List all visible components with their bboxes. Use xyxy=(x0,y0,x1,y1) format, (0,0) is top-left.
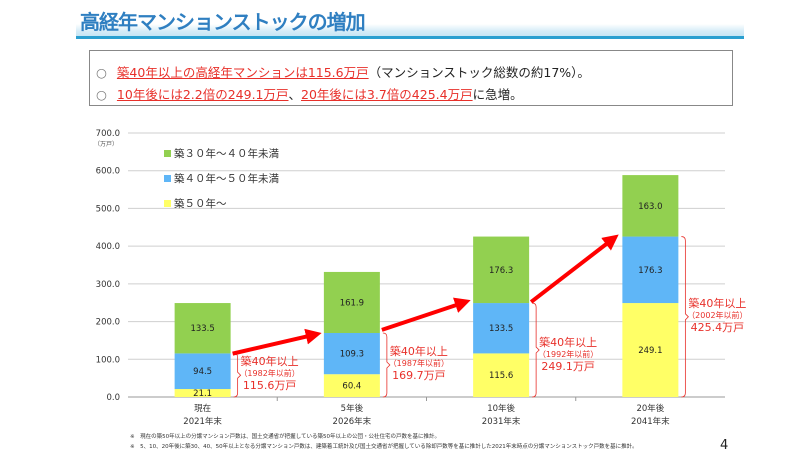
annotation-years: （1987年以前） xyxy=(389,358,449,368)
bar-segment xyxy=(622,236,679,304)
trend-arrow xyxy=(232,328,322,356)
footnote-1: ※ 現在の築50年以上の分譲マンション戸数は、国土交通省が把握している築50年以… xyxy=(130,434,440,440)
bar-segment xyxy=(473,236,530,304)
x-tick-label: 2026年末 xyxy=(333,416,372,427)
y-tick-label: 500.0 xyxy=(96,204,120,214)
bullet-icon: ○ xyxy=(96,65,107,80)
bar-segment xyxy=(473,303,530,354)
x-tick-label: 5年後 xyxy=(341,403,364,414)
data-label: 133.5 xyxy=(489,324,513,334)
annotation-years: （1982年以前） xyxy=(239,368,299,378)
bar-segment xyxy=(323,374,380,397)
legend-swatch xyxy=(164,200,171,207)
bar-segment xyxy=(174,353,231,390)
data-label: 115.6 xyxy=(489,371,513,381)
data-label: 249.1 xyxy=(638,346,662,356)
x-tick-label: 2041年末 xyxy=(631,416,670,427)
summary-highlight: 築40年以上の高経年マンションは115.6万戸 xyxy=(116,65,369,80)
data-label: 163.0 xyxy=(638,202,662,212)
data-label: 94.5 xyxy=(193,367,212,377)
legend-label: 築５０年～ xyxy=(174,197,227,210)
legend-label: 築３０年～４０年未満 xyxy=(174,147,279,160)
summary-highlight: 10年後には2.2倍の249.1万戸 xyxy=(116,87,289,102)
trend-arrow xyxy=(529,234,619,304)
y-tick-label: 700.0 xyxy=(96,129,120,139)
data-label: 60.4 xyxy=(342,382,361,392)
bar-segment xyxy=(473,353,530,397)
bracket xyxy=(382,332,391,398)
x-tick-label: 10年後 xyxy=(487,403,515,414)
data-label: 161.9 xyxy=(340,298,364,308)
annotation-value: 249.1万戸 xyxy=(541,360,595,373)
data-label: 21.1 xyxy=(193,389,212,399)
footnote-2: ※ 5、10、20年後に築30、40、50年以上となる分譲マンション戸数は、建築… xyxy=(130,444,638,450)
summary-text: （マンションストック総数の約17%）。 xyxy=(368,65,590,80)
x-tick-label: 2031年末 xyxy=(482,416,521,427)
bar-segment xyxy=(622,303,679,397)
bar-segment xyxy=(323,332,380,375)
summary-text: 、 xyxy=(288,87,302,102)
bar-segment xyxy=(622,175,679,237)
summary-highlight: 20年後には3.7倍の425.4万戸 xyxy=(301,87,473,102)
y-tick-label: 200.0 xyxy=(96,318,120,328)
data-label: 133.5 xyxy=(190,324,214,334)
y-tick-label: 600.0 xyxy=(96,167,120,177)
page-title: 高経年マンションストックの増加 xyxy=(80,10,366,34)
y-unit-label: （万戸） xyxy=(94,141,118,148)
legend-swatch xyxy=(164,175,171,182)
annotation-label: 築40年以上 xyxy=(241,354,299,368)
annotation-label: 築40年以上 xyxy=(688,296,746,310)
annotation-value: 115.6万戸 xyxy=(243,379,297,392)
y-tick-label: 100.0 xyxy=(96,355,120,365)
annotation-value: 425.4万戸 xyxy=(691,321,745,334)
summary-text: に急増。 xyxy=(472,87,523,102)
bracket xyxy=(532,302,540,398)
data-label: 176.3 xyxy=(638,266,662,276)
bar-segment xyxy=(323,271,380,333)
legend-label: 築４０年～５０年未満 xyxy=(174,172,279,185)
title-underline-band xyxy=(76,24,744,38)
data-label: 176.3 xyxy=(489,266,513,276)
title-underline xyxy=(76,36,744,39)
y-tick-label: 400.0 xyxy=(96,242,120,252)
x-tick-label: 現在 xyxy=(194,403,211,414)
summary-line-1: ○ 築40年以上の高経年マンションは115.6万戸（マンションストック総数の約17… xyxy=(96,62,590,81)
summary-line-2: ○ 10年後には2.2倍の249.1万戸、20年後には3.7倍の425.4万戸に急… xyxy=(96,84,523,103)
annotation-years: （1992年以前） xyxy=(538,349,598,359)
summary-box: ○ 築40年以上の高経年マンションは115.6万戸（マンションストック総数の約17… xyxy=(89,50,733,106)
data-label: 109.3 xyxy=(340,350,364,360)
y-tick-label: 0.0 xyxy=(106,393,120,403)
x-tick-label: 2021年末 xyxy=(183,416,222,427)
x-tick-label: 20年後 xyxy=(636,403,664,414)
annotation-value: 169.7万戸 xyxy=(392,369,446,382)
bar-segment xyxy=(174,389,231,397)
bar-segment xyxy=(174,303,231,354)
legend-swatch xyxy=(164,150,171,157)
y-tick-label: 300.0 xyxy=(96,280,120,290)
bullet-icon: ○ xyxy=(96,87,107,102)
annotation-label: 築40年以上 xyxy=(539,335,597,349)
trend-arrow xyxy=(381,297,471,332)
annotation-label: 築40年以上 xyxy=(390,344,448,358)
annotation-years: （2002年以前） xyxy=(687,310,747,320)
bracket xyxy=(681,236,689,398)
page-number: 4 xyxy=(720,438,729,453)
